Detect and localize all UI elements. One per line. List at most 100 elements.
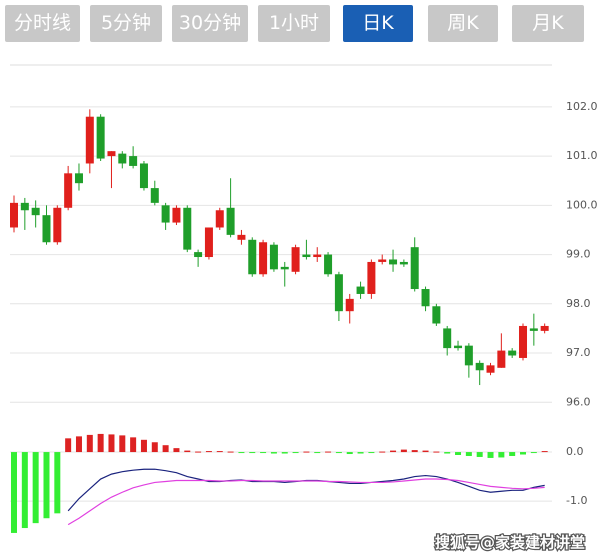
candle-body <box>464 345 473 366</box>
candle-body <box>161 205 170 223</box>
candle-body <box>20 202 29 211</box>
candle-body <box>378 259 387 262</box>
y-tick-label: 99.0 <box>566 248 591 261</box>
macd-bar <box>173 448 180 453</box>
macd-bar <box>325 451 332 453</box>
macd-bar <box>75 436 82 453</box>
candle-body <box>96 116 105 159</box>
macd-bar <box>65 438 72 453</box>
macd-bar <box>11 452 17 533</box>
candle-body <box>31 207 40 216</box>
candle-body <box>519 325 528 358</box>
y-tick-label: 101.0 <box>566 149 598 162</box>
candle-body <box>367 261 376 294</box>
macd-bar <box>411 450 418 453</box>
candle-body <box>302 254 311 258</box>
macd-bar <box>390 450 397 453</box>
y-tick-label: 102.0 <box>566 100 598 113</box>
period-tab[interactable]: 周K <box>428 5 498 42</box>
candle-body <box>53 207 62 243</box>
macd-bar <box>86 434 93 453</box>
period-tab[interactable]: 日K <box>343 5 413 42</box>
macd-bar <box>455 452 462 455</box>
macd-bar <box>130 437 137 453</box>
candle-body <box>529 328 538 331</box>
candle-body <box>74 173 83 184</box>
macd-bar <box>379 451 386 453</box>
period-tab[interactable]: 分时线 <box>5 5 80 42</box>
candle-body <box>139 163 148 189</box>
macd-bar <box>487 452 494 458</box>
macd-bar <box>140 439 147 453</box>
macd-bar <box>281 452 288 454</box>
watermark: 搜狐号@家装建材讲堂 <box>435 534 585 552</box>
candle-body <box>443 328 452 349</box>
candle-body <box>237 234 246 240</box>
candle-body <box>356 286 365 294</box>
candle-body <box>269 244 278 270</box>
period-tab[interactable]: 30分钟 <box>172 5 248 42</box>
macd-bar <box>108 434 115 453</box>
period-tab[interactable]: 月K <box>512 5 584 42</box>
macd-bar <box>249 452 256 454</box>
y-tick-label: 100.0 <box>566 198 598 211</box>
candle-body <box>107 151 116 157</box>
candle-body <box>215 210 224 228</box>
macd-bar <box>498 452 505 458</box>
candle-body <box>410 247 419 290</box>
macd-bar <box>260 452 267 454</box>
macd-bar <box>357 452 364 454</box>
candle-body <box>432 306 441 324</box>
candle-body <box>497 350 506 368</box>
macd-line <box>67 478 545 526</box>
candle-body <box>291 247 300 272</box>
candle-body <box>64 173 73 208</box>
candle-body <box>280 266 289 270</box>
macd-bar <box>162 445 169 453</box>
y-tick-label: -1.0 <box>566 494 587 507</box>
candle-body <box>129 156 138 166</box>
candle-body <box>85 116 94 164</box>
macd-bar <box>465 452 472 456</box>
macd-bar <box>368 452 375 454</box>
macd-bar <box>335 452 342 454</box>
y-tick-label: 97.0 <box>566 346 591 359</box>
candle-body <box>118 153 127 164</box>
macd-bar <box>270 452 277 454</box>
macd-bar <box>509 452 516 456</box>
macd-bar <box>520 452 527 455</box>
candle-body <box>42 215 51 243</box>
macd-bar <box>97 433 104 453</box>
candle-body <box>399 261 408 265</box>
macd-bar <box>303 451 310 453</box>
candle-body <box>248 239 257 275</box>
macd-bar <box>400 449 407 453</box>
macd-bar <box>227 451 234 453</box>
candle-body <box>324 254 333 275</box>
candle-body <box>204 227 213 258</box>
macd-bar <box>444 452 451 454</box>
macd-bar <box>433 451 440 453</box>
candle-body <box>194 252 203 258</box>
candle-body <box>172 207 181 223</box>
period-tab[interactable]: 1小时 <box>258 5 330 42</box>
candle-body <box>475 362 484 371</box>
macd-bar <box>195 451 202 453</box>
candle-body <box>313 254 322 258</box>
candle-body <box>389 259 398 265</box>
period-tab[interactable]: 5分钟 <box>90 5 162 42</box>
macd-bar <box>151 442 158 453</box>
macd-bar <box>54 452 61 514</box>
candle-body <box>486 365 495 373</box>
macd-bar <box>541 451 548 453</box>
macd-bar <box>184 450 191 453</box>
macd-bar <box>119 435 126 453</box>
macd-bar <box>205 451 212 453</box>
macd-bar <box>238 452 245 454</box>
y-tick-label: 0.0 <box>566 445 584 458</box>
macd-bar <box>314 452 321 454</box>
macd-bar <box>32 452 39 524</box>
candle-body <box>540 325 549 331</box>
